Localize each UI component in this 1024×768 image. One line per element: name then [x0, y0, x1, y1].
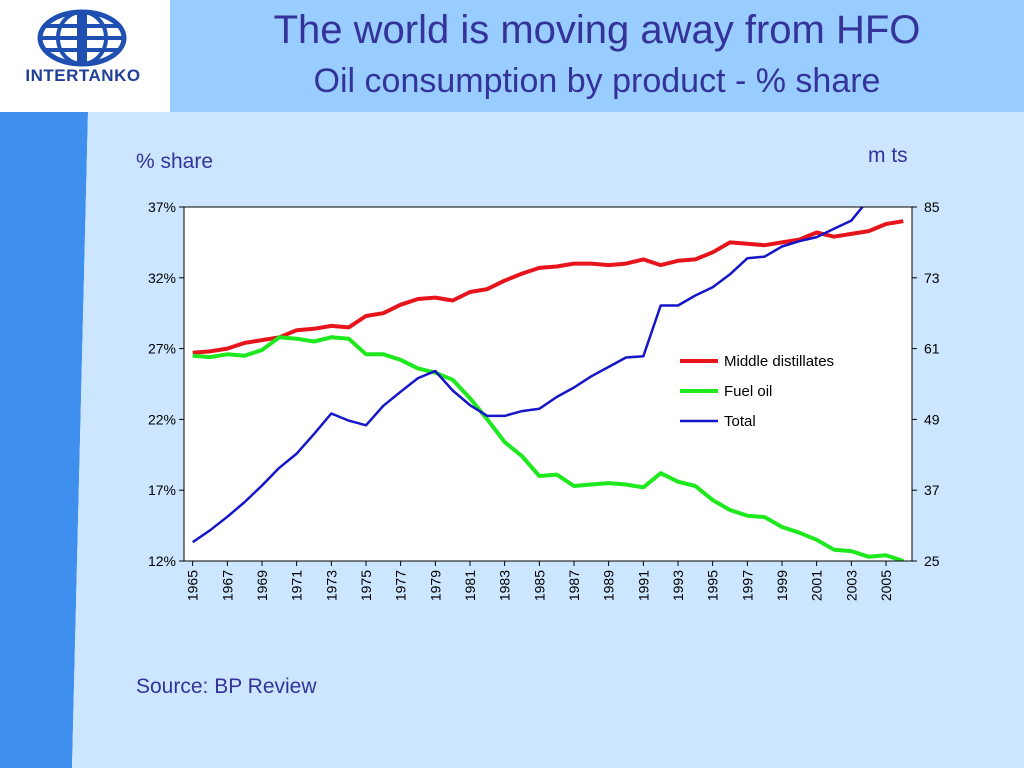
- logo-text: INTERTANKO: [25, 66, 141, 85]
- x-tick-label: 1993: [670, 570, 686, 601]
- x-tick-label: 2005: [878, 570, 894, 601]
- x-tick-label: 1989: [601, 570, 617, 601]
- x-tick-label: 1973: [323, 570, 339, 601]
- y-tick-label-left: 12%: [148, 553, 176, 569]
- x-tick-label: 1999: [774, 570, 790, 601]
- logo: INTERTANKO: [0, 0, 170, 112]
- x-tick-label: 1975: [358, 570, 374, 601]
- y-axis-label-right: m ts: [868, 144, 908, 167]
- x-tick-label: 1977: [393, 570, 409, 601]
- x-tick-label: 1995: [705, 570, 721, 601]
- page-title: The world is moving away from HFO: [273, 8, 921, 52]
- plot-frame: [183, 206, 913, 562]
- x-tick-label: 1991: [635, 570, 651, 601]
- y-tick-label-left: 27%: [148, 341, 176, 357]
- x-tick-label: 1981: [462, 570, 478, 601]
- series-line-fuel-oil: [192, 335, 904, 561]
- y-tick-label-left: 32%: [148, 270, 176, 286]
- y-tick-label-right: 37: [924, 482, 940, 498]
- legend-label-middle-distillates: Middle distillates: [724, 353, 834, 370]
- globe-icon: [37, 9, 127, 67]
- x-tick-label: 1965: [185, 570, 201, 601]
- legend-label-total: Total: [724, 413, 756, 430]
- x-tick-label: 1969: [254, 570, 270, 601]
- y-tick-label-right: 25: [924, 553, 940, 569]
- x-tick-label: 1985: [531, 570, 547, 601]
- x-tick-label: 1987: [566, 570, 582, 601]
- x-tick-label: 1971: [289, 570, 305, 601]
- y-tick-label-right: 85: [924, 199, 940, 215]
- y-tick-label-right: 49: [924, 411, 940, 427]
- y-tick-label-left: 22%: [148, 411, 176, 427]
- series-line-middle-distillates: [192, 219, 904, 355]
- series-line-total: [191, 207, 865, 544]
- y-tick-label-left: 17%: [148, 482, 176, 498]
- x-tick-label: 1983: [497, 570, 513, 601]
- x-tick-label: 2003: [843, 570, 859, 601]
- header-band: [170, 0, 1024, 112]
- x-tick-label: 1997: [739, 570, 755, 601]
- y-tick-label-right: 61: [924, 341, 940, 357]
- y-tick-label-right: 73: [924, 270, 940, 286]
- plot-area: [183, 206, 913, 562]
- source-note: Source: BP Review: [136, 675, 317, 698]
- y-tick-label-left: 37%: [148, 199, 176, 215]
- page-subtitle: Oil consumption by product - % share: [313, 62, 881, 100]
- x-tick-label: 2001: [809, 570, 825, 601]
- legend-label-fuel-oil: Fuel oil: [724, 383, 772, 400]
- x-tick-label: 1967: [219, 570, 235, 601]
- x-tick-label: 1979: [427, 570, 443, 601]
- y-axis-label-left: % share: [136, 150, 214, 173]
